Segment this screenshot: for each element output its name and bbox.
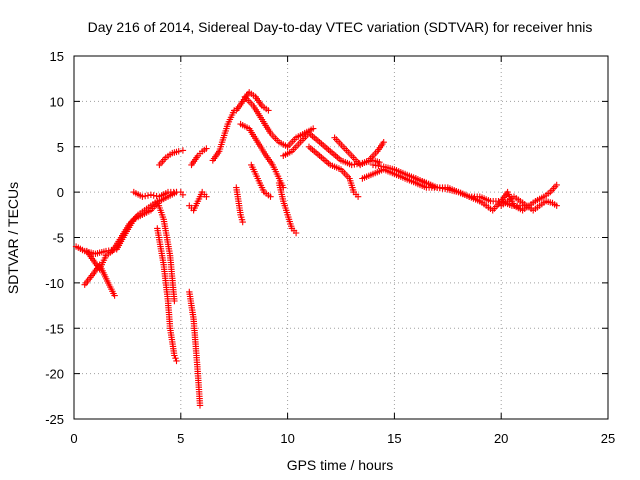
- series-arc-h: [186, 188, 210, 214]
- series-arc-o: [248, 161, 274, 200]
- series-arc-p: [275, 179, 300, 237]
- series-arc-f: [156, 147, 187, 169]
- series-arc-s: [331, 134, 387, 169]
- data-point-markers: [130, 188, 187, 200]
- data-point-markers: [186, 188, 210, 214]
- series-arc-x: [498, 193, 560, 214]
- series-arc-d: [154, 225, 180, 365]
- data-point-markers: [248, 161, 274, 200]
- x-tick-label: 15: [387, 431, 401, 446]
- series-arc-j: [209, 107, 238, 164]
- y-tick-label: -5: [52, 231, 64, 246]
- data-point-markers: [209, 107, 238, 164]
- data-point-markers: [241, 93, 317, 150]
- x-tick-label: 20: [494, 431, 508, 446]
- data-series: [72, 89, 560, 409]
- series-arc-e: [130, 188, 187, 200]
- x-tick-label: 25: [601, 431, 615, 446]
- x-tick-label: 5: [177, 431, 184, 446]
- data-point-markers: [154, 225, 180, 365]
- grid-lines: [74, 56, 608, 419]
- series-arc-m: [237, 120, 287, 191]
- x-axis: 0 5 10 15 20 25: [70, 56, 615, 446]
- x-axis-label: GPS time / hours: [287, 457, 394, 473]
- chart-title: Day 216 of 2014, Sidereal Day-to-day VTE…: [88, 19, 593, 35]
- y-tick-label: -20: [45, 367, 64, 382]
- data-point-markers: [275, 179, 300, 237]
- y-tick-label: 10: [50, 94, 64, 109]
- data-point-markers: [83, 198, 178, 305]
- data-point-markers: [305, 143, 362, 200]
- series-arc-n: [241, 93, 317, 150]
- y-axis-label: SDTVAR / TECUs: [5, 182, 21, 294]
- data-point-markers: [233, 184, 246, 226]
- x-tick-label: 0: [70, 431, 77, 446]
- x-tick-label: 10: [280, 431, 294, 446]
- y-axis: -25 -20 -15 -10 -5 0 5 10 15: [45, 49, 608, 427]
- series-arc-r: [305, 143, 362, 200]
- y-tick-label: 5: [57, 140, 64, 155]
- data-point-markers: [498, 193, 560, 214]
- data-point-markers: [237, 120, 287, 191]
- y-tick-label: -15: [45, 321, 64, 336]
- series-arc-g: [186, 288, 204, 409]
- y-tick-label: 15: [50, 49, 64, 64]
- data-point-markers: [186, 288, 204, 409]
- y-tick-label: -25: [45, 412, 64, 427]
- series-arc-i: [188, 145, 210, 169]
- data-point-markers: [412, 175, 483, 205]
- data-point-markers: [156, 147, 187, 169]
- data-point-markers: [331, 134, 387, 169]
- data-point-markers: [188, 145, 210, 169]
- series-arc-c: [83, 198, 178, 305]
- y-tick-label: 0: [57, 185, 64, 200]
- y-tick-label: -10: [45, 276, 64, 291]
- series-arc-v: [412, 175, 483, 205]
- series-arc-k: [233, 184, 246, 226]
